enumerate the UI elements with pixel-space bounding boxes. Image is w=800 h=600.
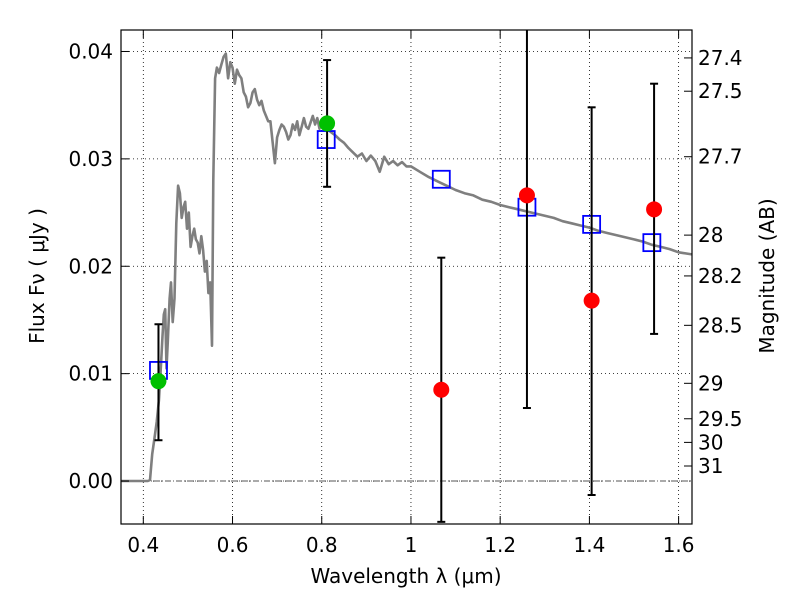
x-tick-label: 1 xyxy=(405,533,418,557)
series-layer xyxy=(121,30,692,523)
right-tick-label: 31 xyxy=(698,454,723,478)
right-tick-label: 27.4 xyxy=(698,46,743,70)
observed-data-point xyxy=(646,201,663,218)
plot-frame xyxy=(120,29,693,525)
y-tick-label: 0.02 xyxy=(68,254,113,278)
model-photometry-square xyxy=(431,169,451,189)
model-photometry-square xyxy=(642,233,662,253)
observed-data-point xyxy=(150,373,167,390)
x-axis-label: Wavelength λ (μm) xyxy=(310,564,501,588)
right-tick-label: 29.5 xyxy=(698,407,743,431)
right-tick-label: 29 xyxy=(698,371,723,395)
x-tick-label: 0.6 xyxy=(217,533,249,557)
observed-data-point xyxy=(583,292,600,309)
right-tick-label: 27.7 xyxy=(698,145,743,169)
x-tick-label: 1.6 xyxy=(663,533,695,557)
y-axis-label: Flux Fν ( μJy ) xyxy=(25,208,49,344)
right-tick-label: 28.5 xyxy=(698,313,743,337)
x-tick-label: 1.2 xyxy=(484,533,516,557)
y-tick-label: 0.01 xyxy=(68,362,113,386)
plot-area xyxy=(121,30,692,523)
observed-data-point xyxy=(433,381,450,398)
observed-data-point xyxy=(518,187,535,204)
x-tick-label: 0.8 xyxy=(306,533,338,557)
y-tick-label: 0.04 xyxy=(68,39,113,63)
model-spectrum-line xyxy=(121,52,692,483)
right-tick-label: 30 xyxy=(698,430,723,454)
right-axis-label: Magnitude (AB) xyxy=(755,198,779,353)
right-tick-label: 28.2 xyxy=(698,264,743,288)
ticks: 0.4 0.6 0.8 1 1.2 1.4 1.6 0.00 0.01 0.02 0.03 0.04 2… xyxy=(68,30,743,557)
observed-data-point xyxy=(319,115,336,132)
right-tick-label: 28 xyxy=(698,223,723,247)
y-tick-label: 0.00 xyxy=(68,469,113,493)
x-tick-label: 1.4 xyxy=(573,533,605,557)
y-tick-label: 0.03 xyxy=(68,147,113,171)
right-tick-label: 27.5 xyxy=(698,79,743,103)
x-tick-label: 0.4 xyxy=(127,533,159,557)
